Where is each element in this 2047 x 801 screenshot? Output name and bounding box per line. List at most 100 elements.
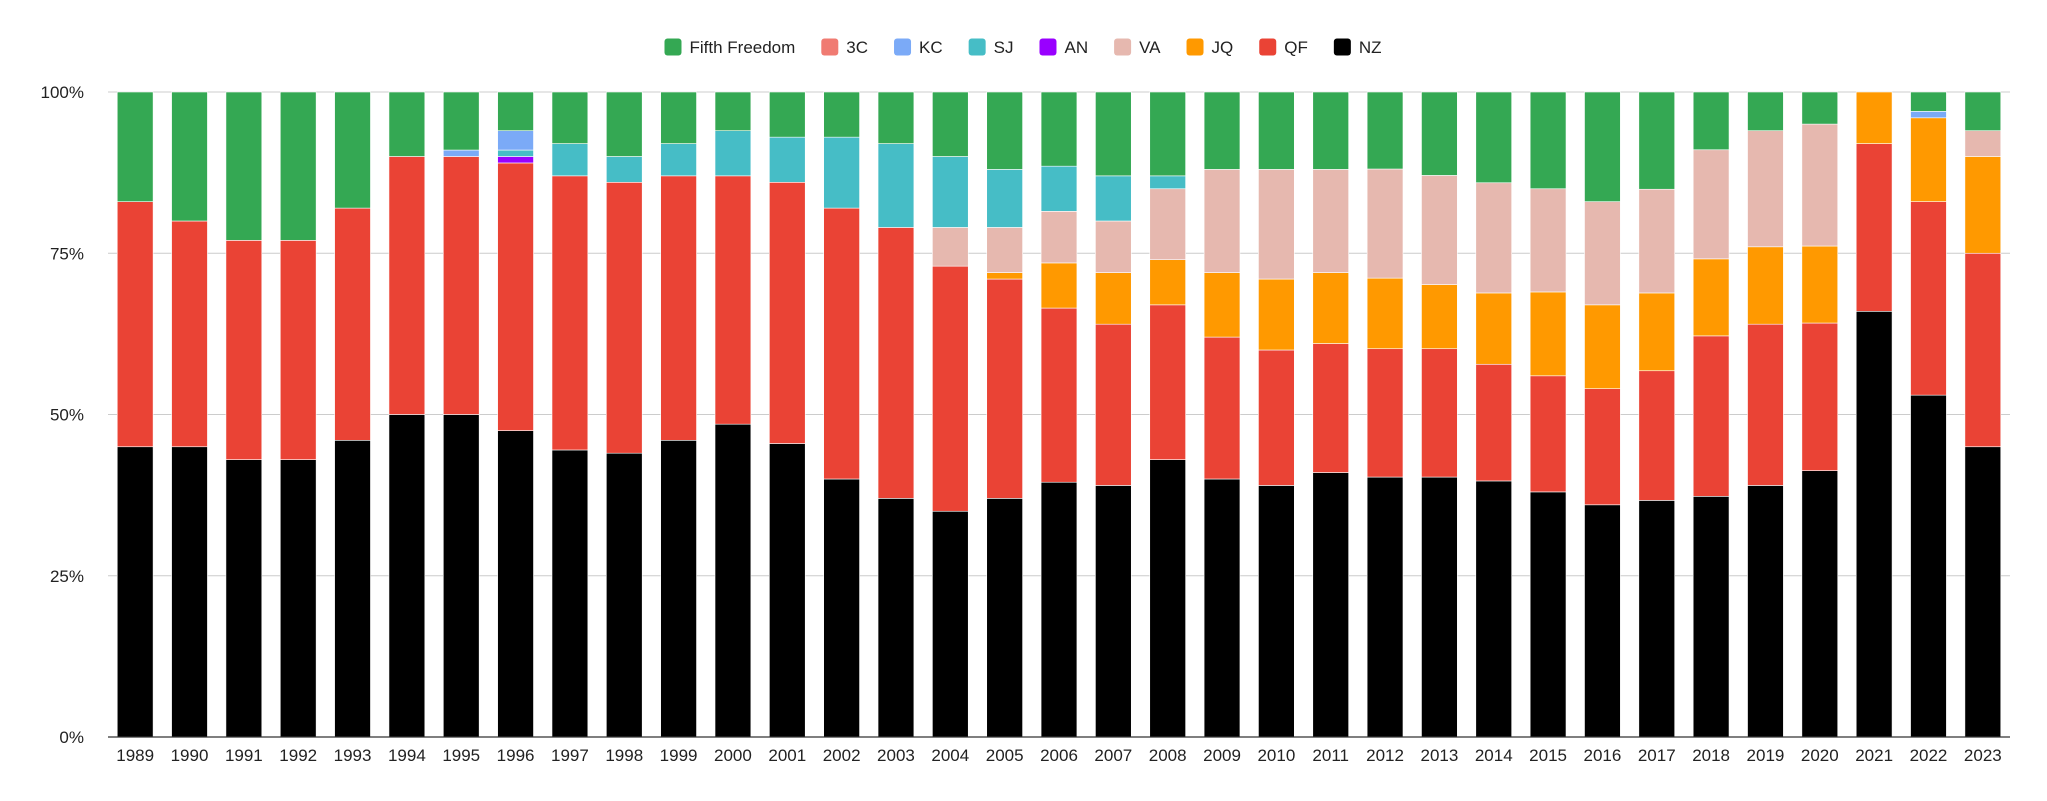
- y-axis-tick-labels: 0% 25% 50% 75% 100%: [41, 83, 84, 747]
- bar-va-2019: [1747, 130, 1784, 248]
- bar-stack-2004: [932, 91, 969, 738]
- bar-qf-2020: [1801, 322, 1839, 471]
- x-tick-label: 2003: [877, 746, 915, 765]
- bar-nz-2000: [714, 423, 752, 738]
- legend-swatch-qf: [1259, 38, 1277, 56]
- bar-jq-2013: [1421, 284, 1458, 350]
- bar-nz-2013: [1421, 476, 1458, 738]
- legend-label-kc: KC: [919, 38, 943, 57]
- bar-qf-2001: [769, 182, 806, 444]
- x-tick-label: 2021: [1855, 746, 1893, 765]
- legend-label-jq: JQ: [1212, 38, 1234, 57]
- x-tick-label: 1994: [388, 746, 426, 765]
- x-tick-label: 1992: [279, 746, 317, 765]
- bar-stack-1997: [551, 91, 589, 738]
- x-tick-label: 1990: [171, 746, 209, 765]
- bar-nz-2022: [1910, 394, 1947, 738]
- legend-swatch-3c: [821, 38, 839, 56]
- x-tick-label: 2006: [1040, 746, 1078, 765]
- legend-swatch-fifth-freedom: [664, 38, 682, 56]
- bar-jq-2018: [1692, 258, 1730, 337]
- x-tick-label: 1999: [660, 746, 698, 765]
- bar-stack-1990: [171, 91, 208, 738]
- bar-stack-2020: [1801, 91, 1839, 738]
- bar-nz-1997: [551, 449, 589, 738]
- bar-sj-2006: [1040, 165, 1078, 212]
- bar-fifth-freedom-1996: [497, 91, 534, 132]
- bar-fifth-freedom-2002: [823, 91, 860, 138]
- legend-label-qf: QF: [1284, 38, 1308, 57]
- bar-sj-2002: [823, 136, 860, 209]
- legend-label-fifth-freedom: Fifth Freedom: [689, 38, 795, 57]
- bar-fifth-freedom-2001: [769, 91, 806, 138]
- bar-qf-2014: [1475, 363, 1512, 482]
- bar-fifth-freedom-1995: [442, 91, 480, 151]
- x-tick-label: 2019: [1747, 746, 1785, 765]
- bar-fifth-freedom-2019: [1747, 91, 1784, 132]
- legend-item-qf: QF: [1259, 38, 1308, 57]
- bar-jq-2021: [1855, 91, 1893, 144]
- bar-va-2015: [1529, 188, 1567, 293]
- bar-qf-2006: [1040, 307, 1078, 483]
- bar-nz-2007: [1095, 485, 1132, 738]
- bar-fifth-freedom-2007: [1095, 91, 1132, 177]
- bar-nz-2006: [1040, 481, 1078, 738]
- bar-nz-1990: [171, 446, 208, 738]
- bar-fifth-freedom-1999: [660, 91, 697, 144]
- bar-fifth-freedom-2014: [1475, 91, 1512, 184]
- bar-jq-2020: [1801, 245, 1839, 324]
- bar-jq-2017: [1638, 292, 1676, 372]
- bar-fifth-freedom-2022: [1910, 91, 1947, 112]
- bar-stack-2006: [1040, 91, 1078, 738]
- bar-stack-2018: [1692, 91, 1730, 738]
- legend-swatch-va: [1114, 38, 1132, 56]
- bar-stack-2022: [1910, 91, 1947, 738]
- bar-sj-2005: [986, 169, 1023, 228]
- bar-qf-1993: [334, 207, 371, 441]
- bar-sj-1999: [660, 143, 697, 177]
- bar-nz-2001: [769, 443, 806, 738]
- bar-stack-2015: [1529, 91, 1567, 738]
- bar-nz-1996: [497, 430, 534, 738]
- bar-qf-2005: [986, 278, 1023, 499]
- bar-qf-2010: [1258, 349, 1295, 486]
- bar-fifth-freedom-2015: [1529, 91, 1567, 190]
- legend-item-nz: NZ: [1333, 38, 1382, 57]
- x-tick-label: 1991: [225, 746, 263, 765]
- bar-nz-2002: [823, 478, 860, 738]
- bar-sj-2004: [932, 156, 969, 228]
- bar-nz-2011: [1312, 472, 1349, 738]
- bar-qf-2012: [1366, 348, 1404, 478]
- bar-qf-2007: [1095, 323, 1132, 486]
- bar-va-2006: [1040, 211, 1078, 264]
- bar-qf-2022: [1910, 201, 1947, 396]
- bar-fifth-freedom-1994: [388, 91, 426, 157]
- bar-fifth-freedom-1991: [225, 91, 263, 241]
- bar-qf-2017: [1638, 370, 1676, 501]
- bar-stack-1998: [606, 91, 643, 738]
- legend-label-nz: NZ: [1359, 38, 1382, 57]
- bar-qf-2002: [823, 207, 860, 480]
- bar-stack-1996: [497, 91, 534, 738]
- bar-nz-1999: [660, 439, 697, 738]
- x-tick-label: 2001: [768, 746, 806, 765]
- legend-label-sj: SJ: [994, 38, 1014, 57]
- bar-nz-1995: [442, 414, 480, 738]
- x-tick-label: 2015: [1529, 746, 1567, 765]
- bar-qf-2015: [1529, 375, 1567, 493]
- bar-jq-2010: [1258, 278, 1295, 351]
- x-tick-label: 2005: [986, 746, 1024, 765]
- bar-fifth-freedom-2004: [932, 91, 969, 157]
- bar-stack-2009: [1203, 91, 1241, 738]
- bar-qf-2023: [1964, 252, 2002, 448]
- bar-nz-1994: [388, 414, 426, 738]
- bar-nz-1991: [225, 459, 263, 738]
- x-tick-label: 2020: [1801, 746, 1839, 765]
- x-tick-label: 1993: [334, 746, 372, 765]
- bar-qf-1991: [225, 240, 263, 460]
- bar-fifth-freedom-2003: [877, 91, 915, 144]
- x-tick-label: 2013: [1420, 746, 1458, 765]
- bar-fifth-freedom-2005: [986, 91, 1023, 170]
- bar-nz-2018: [1692, 496, 1730, 738]
